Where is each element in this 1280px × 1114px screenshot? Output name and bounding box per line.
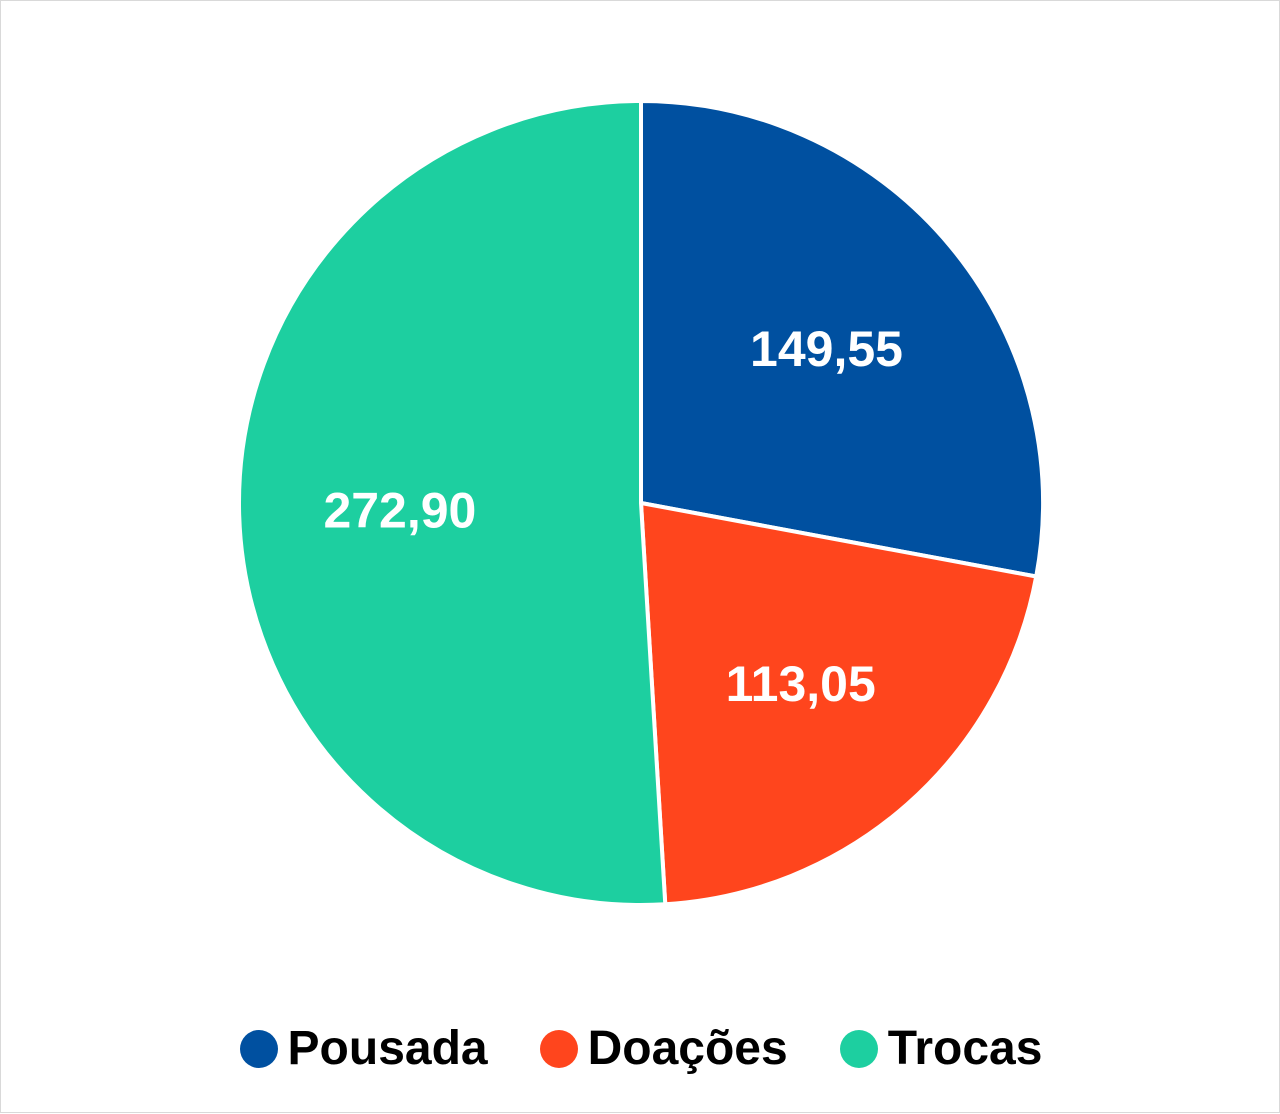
data-label-doacoes: 113,05 xyxy=(726,656,876,712)
legend-item-doacoes[interactable]: Doações xyxy=(539,1022,788,1075)
legend-item-pousada[interactable]: Pousada xyxy=(239,1022,488,1075)
chart-legend: Pousada Doações Trocas xyxy=(1,1019,1280,1079)
legend-swatch-trocas xyxy=(839,1030,878,1068)
legend-swatch-pousada xyxy=(239,1030,278,1068)
pie-slice-pousada[interactable] xyxy=(639,99,1045,579)
data-label-trocas: 272,90 xyxy=(323,482,476,538)
legend-item-trocas[interactable]: Trocas xyxy=(839,1022,1043,1075)
pie-slice-doacoes[interactable] xyxy=(639,501,1039,907)
legend-label-trocas: Trocas xyxy=(887,1022,1043,1075)
legend-label-pousada: Pousada xyxy=(287,1022,488,1075)
legend-swatch-doacoes xyxy=(539,1030,578,1068)
pie-slice-trocas[interactable] xyxy=(237,99,668,907)
data-label-pousada: 149,55 xyxy=(750,321,903,377)
legend-label-doacoes: Doações xyxy=(587,1022,788,1075)
